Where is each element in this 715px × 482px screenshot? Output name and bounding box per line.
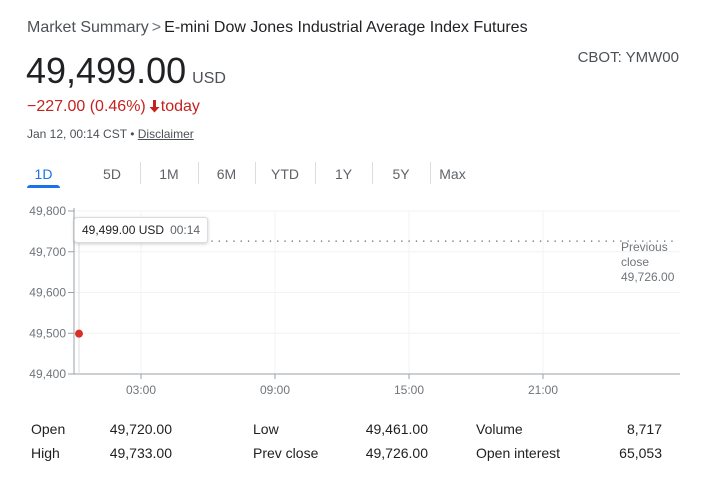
tab-divider: [315, 162, 316, 184]
disclaimer-link[interactable]: Disclaimer: [137, 127, 194, 141]
x-tick-label: 03:00: [126, 383, 156, 397]
tab-1d[interactable]: 1D: [27, 158, 60, 188]
y-tick-label: 49,600: [29, 286, 66, 300]
y-tick-label: 49,800: [29, 204, 66, 218]
price-chart[interactable]: 49,800 49,700 49,600 49,500 49,400 03:00 09:00…: [0, 196, 715, 401]
stat-label-open-interest: Open interest: [476, 445, 561, 461]
previous-close-label: Previous close 49,726.00: [621, 240, 683, 285]
tab-5d[interactable]: 5D: [103, 166, 121, 182]
previous-close-value: 49,726.00: [621, 270, 675, 284]
previous-close-line2: close: [621, 255, 650, 269]
y-tick-label: 49,700: [29, 245, 66, 259]
stat-value-open-interest: 65,053: [619, 445, 662, 461]
stat-label-low: Low: [253, 421, 279, 437]
quote-timestamp: Jan 12, 00:14 CST: [27, 127, 127, 141]
chart-tooltip: 49,499.00 USD 00:14: [74, 217, 209, 243]
change-period: today: [160, 98, 200, 115]
previous-close-line1: Previous: [621, 240, 668, 254]
range-tabs: 1D 5D 1M 6M YTD 1Y 5Y Max: [27, 158, 475, 188]
meta-bullet: •: [130, 127, 135, 141]
x-tick-label: 09:00: [260, 383, 290, 397]
tab-5y[interactable]: 5Y: [392, 166, 410, 182]
data-point: [75, 329, 83, 338]
price-value: 49,499.00: [26, 50, 187, 91]
tooltip-time: 00:14: [170, 223, 201, 237]
tooltip-value: 49,499.00 USD: [82, 223, 165, 237]
price-currency: USD: [192, 70, 226, 87]
tab-1m[interactable]: 1M: [159, 166, 179, 182]
x-tick-label: 15:00: [394, 383, 424, 397]
price-block: 49,499.00 USD: [26, 50, 226, 92]
breadcrumb-root[interactable]: Market Summary: [27, 19, 149, 36]
stat-label-high: High: [31, 445, 60, 461]
tab-max[interactable]: Max: [439, 166, 466, 182]
stat-label-prev-close: Prev close: [253, 445, 319, 461]
stat-value-open: 49,720.00: [109, 421, 172, 437]
tab-divider: [430, 162, 431, 184]
stat-value-high: 49,733.00: [109, 445, 172, 461]
change-amount: −227.00 (0.46%): [27, 98, 146, 115]
y-tick-label: 49,500: [29, 326, 66, 340]
stat-label-volume: Volume: [476, 421, 523, 437]
ticker-symbol: CBOT: YMW00: [577, 49, 679, 66]
breadcrumb-separator: >: [151, 19, 162, 36]
breadcrumb-current: E-mini Dow Jones Industrial Average Inde…: [164, 19, 528, 36]
tab-divider: [140, 162, 141, 184]
tab-divider: [372, 162, 373, 184]
y-tick-label: 49,400: [29, 367, 66, 381]
tab-divider: [255, 162, 256, 184]
breadcrumb: Market Summary > E-mini Dow Jones Industri…: [27, 19, 528, 37]
price-change: −227.00 (0.46%) today: [27, 98, 200, 116]
tab-ytd[interactable]: YTD: [271, 166, 299, 182]
stat-value-low: 49,461.00: [365, 421, 428, 437]
x-tick-label: 21:00: [528, 383, 558, 397]
stat-value-volume: 8,717: [626, 421, 662, 437]
tab-6m[interactable]: 6M: [216, 166, 237, 182]
arrow-down-icon: [149, 100, 160, 113]
tab-divider: [198, 162, 199, 184]
quote-meta: Jan 12, 00:14 CST • Disclaimer: [27, 127, 194, 141]
stat-value-prev-close: 49,726.00: [365, 445, 428, 461]
stat-label-open: Open: [31, 421, 66, 437]
tab-1y[interactable]: 1Y: [334, 166, 353, 182]
